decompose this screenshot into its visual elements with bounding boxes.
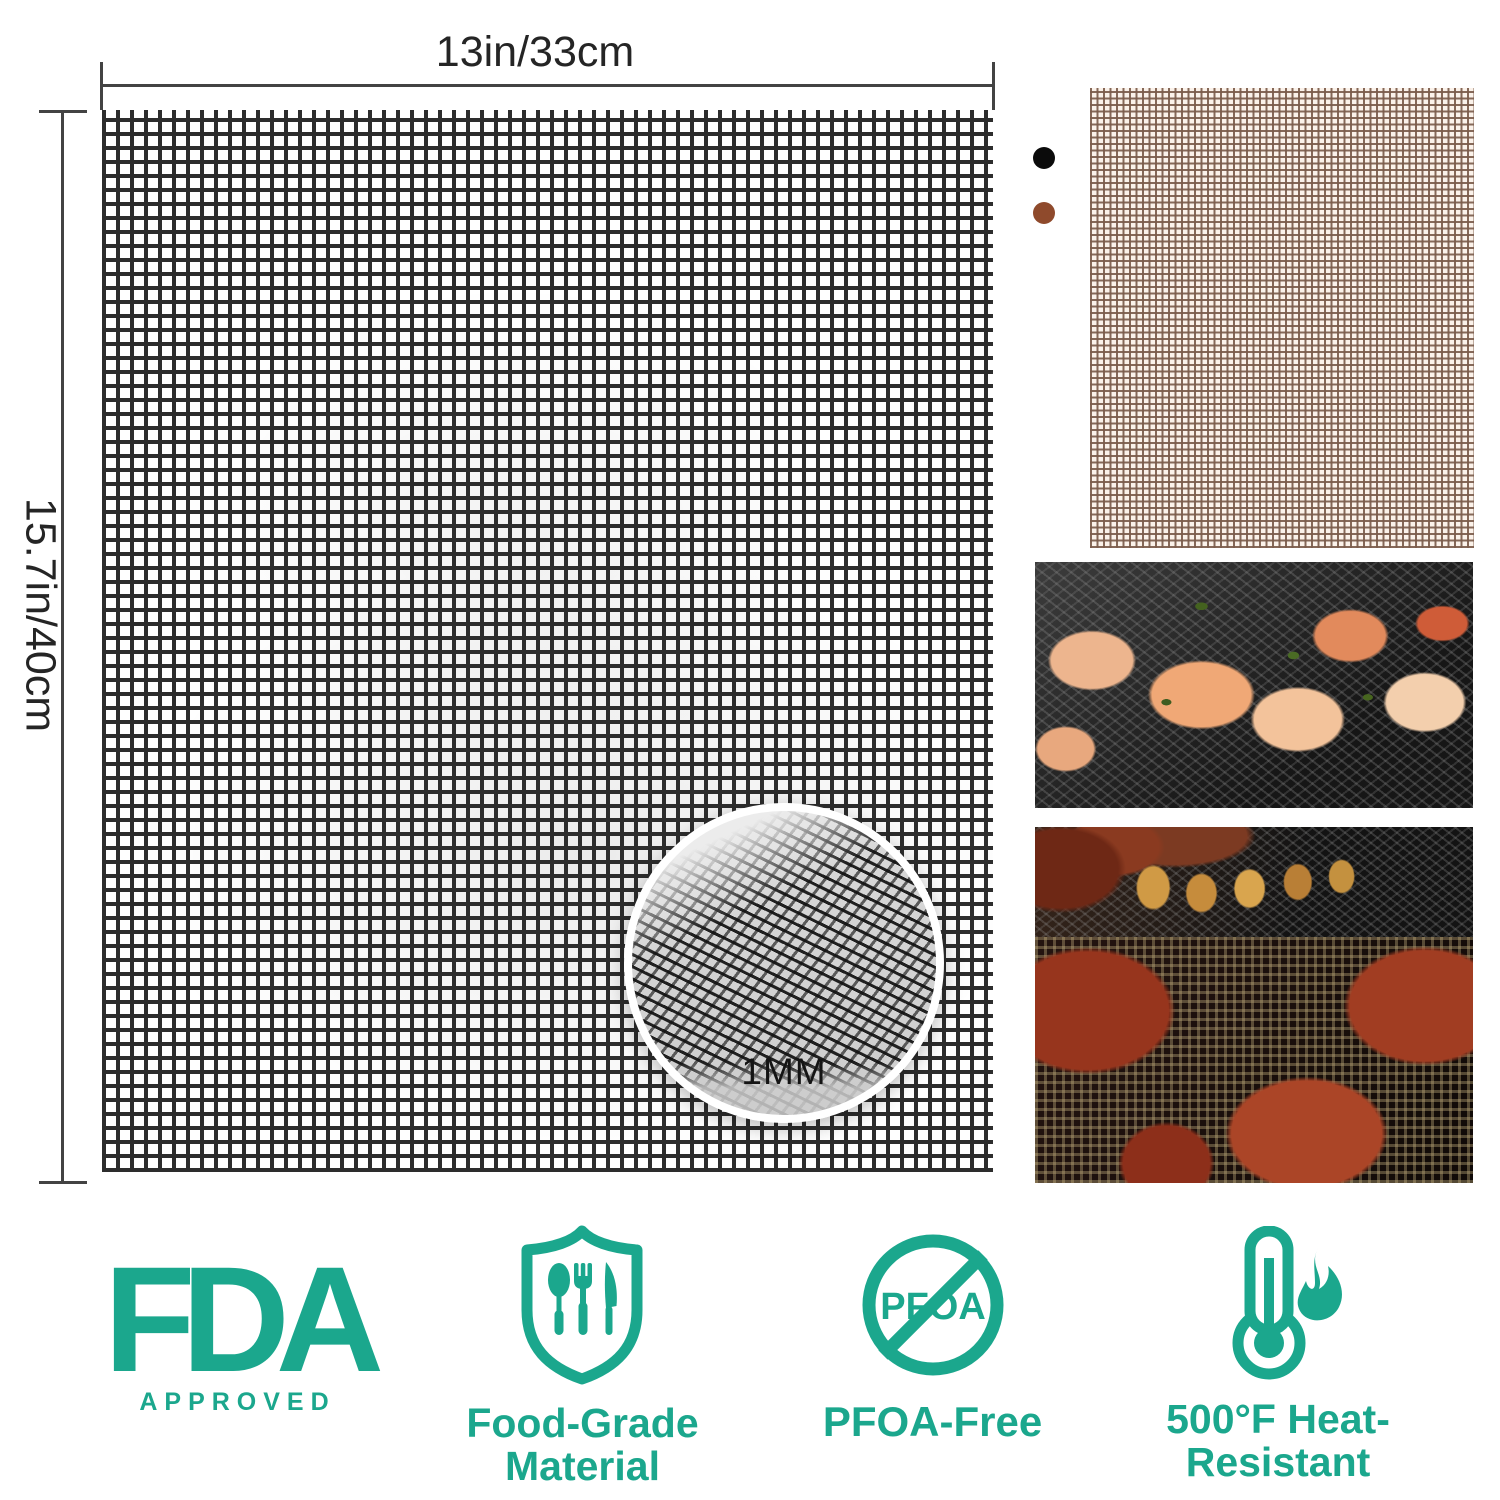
mesh-closeup-inset: 1MM: [624, 803, 944, 1123]
heat-resistant-line2: Resistant: [1185, 1438, 1371, 1485]
height-dimension-line: [39, 110, 87, 1184]
fda-approved-label: APPROVED: [139, 1388, 336, 1416]
no-pfoa-icon: PFOA: [862, 1234, 1004, 1376]
dimension-tick: [100, 62, 103, 110]
food-grade-label: Food-Grade Material: [425, 1402, 740, 1487]
prohibition-circle: [862, 1234, 1004, 1376]
utensils-glyphs: [548, 1262, 617, 1335]
prohibition-slash: [878, 1250, 988, 1360]
photo-grilled-steaks-on-mesh: [1035, 937, 1473, 1183]
dimension-tick: [992, 62, 995, 110]
pfoa-free-label: PFOA-Free: [822, 1398, 1043, 1445]
flame-glyph: [1297, 1248, 1342, 1321]
brown-mesh-swatch: [1090, 88, 1474, 548]
shield-outline: [521, 1225, 643, 1385]
dimension-tick: [39, 110, 87, 113]
heat-resistant-label: 500°F Heat- Resistant: [1118, 1398, 1438, 1483]
color-option-brown-dot: [1033, 202, 1055, 224]
thermometer-flame-icon: [1232, 1226, 1342, 1380]
width-dimension-label: 13in/33cm: [435, 28, 635, 76]
thickness-label: 1MM: [741, 1051, 827, 1092]
height-dimension-label: 15.7in/40cm: [16, 497, 65, 733]
photo-grilled-shrimp-on-mesh: [1035, 562, 1473, 808]
color-option-black-dot: [1033, 147, 1055, 169]
photo-grilled-ribs-corn-on-mesh: [1035, 827, 1473, 937]
thermometer-bulb-fill: [1254, 1328, 1284, 1358]
width-dimension-line: [100, 62, 995, 110]
black-mesh-mat: [102, 110, 993, 1172]
fda-approved-logo: FDA: [101, 1255, 390, 1387]
food-grade-line2: Material: [505, 1442, 660, 1489]
shield-utensils-icon: [521, 1225, 643, 1385]
heat-resistant-line1: 500°F Heat-: [1166, 1396, 1390, 1442]
fda-logo-text: FDA: [104, 1255, 381, 1387]
dimension-tick: [39, 1181, 87, 1184]
thermometer-mercury: [1264, 1258, 1274, 1340]
food-grade-line1: Food-Grade: [466, 1400, 699, 1446]
